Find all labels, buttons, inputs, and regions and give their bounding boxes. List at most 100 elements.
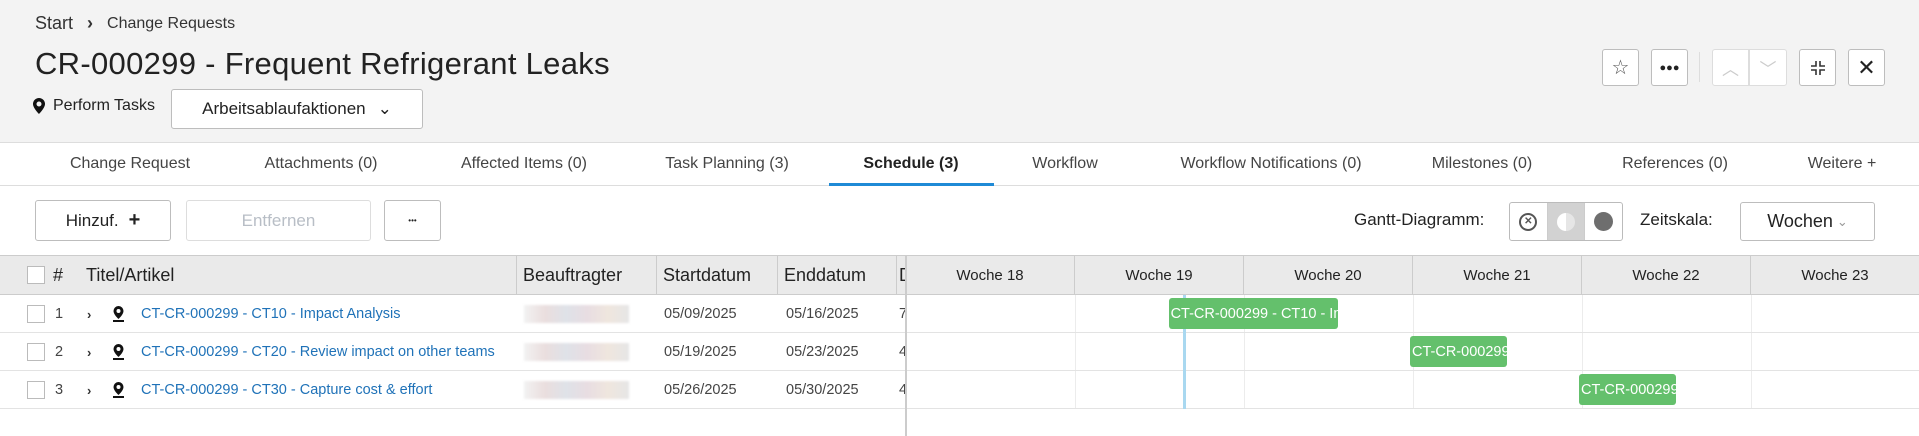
collapse-icon xyxy=(1810,60,1825,75)
week-header: Woche 23 xyxy=(1751,255,1919,295)
grid-more-button[interactable]: ••• xyxy=(384,200,441,241)
tab-references[interactable]: References (0) xyxy=(1622,155,1728,172)
tab-milestones[interactable]: Milestones (0) xyxy=(1431,155,1533,172)
week-gridline xyxy=(1582,295,1583,409)
star-icon: ☆ xyxy=(1611,57,1630,79)
start-date: 05/09/2025 xyxy=(664,306,737,322)
column-header-end[interactable]: Enddatum xyxy=(778,255,897,295)
expand-chevron-icon[interactable]: › xyxy=(87,306,92,322)
active-tab-indicator xyxy=(829,183,994,186)
tab-affected-items[interactable]: Affected Items (0) xyxy=(461,155,587,172)
remove-button[interactable]: Entfernen xyxy=(186,200,371,241)
timescale-label: Zeitskala: xyxy=(1640,210,1713,229)
duration: 4 xyxy=(899,382,906,398)
week-header: Woche 20 xyxy=(1244,255,1413,295)
workflow-state: Perform Tasks xyxy=(33,97,155,115)
assignee-avatar xyxy=(524,343,629,361)
page-title: CR-000299 - Frequent Refrigerant Leaks xyxy=(35,46,610,81)
remove-label: Entfernen xyxy=(241,210,316,230)
tab-workflow-notifications[interactable]: Workflow Notifications (0) xyxy=(1180,155,1362,172)
chevron-up-icon: ︿ xyxy=(1722,60,1739,79)
breadcrumb: Start › Change Requests xyxy=(35,13,235,34)
breadcrumb-current[interactable]: Change Requests xyxy=(107,14,236,32)
start-date: 05/26/2025 xyxy=(664,382,737,398)
today-line xyxy=(1183,295,1186,409)
chevron-down-icon: ﹀ xyxy=(1759,60,1777,79)
filled-circle-icon xyxy=(1594,212,1614,231)
week-gridline xyxy=(1244,295,1245,409)
half-circle-icon xyxy=(1557,212,1575,231)
tab-bar: Change Request Attachments (0) Affected … xyxy=(0,143,1919,186)
table-row[interactable]: 3 › CT-CR-000299 - CT30 - Capture cost &… xyxy=(0,371,1919,409)
task-pin-icon xyxy=(113,371,124,409)
tab-more[interactable]: Weitere + xyxy=(1807,155,1877,172)
task-pin-icon xyxy=(113,295,124,333)
column-header-title[interactable]: Titel/Artikel xyxy=(86,264,175,285)
gantt-split-option[interactable] xyxy=(1547,203,1586,240)
column-header-number: # xyxy=(53,264,64,285)
task-link[interactable]: CT-CR-000299 - CT20 - Review impact on o… xyxy=(141,344,495,360)
gantt-bar[interactable]: CT-CR-000299 - CT10 - Impact Analysis xyxy=(1168,298,1338,329)
week-header: Woche 21 xyxy=(1413,255,1582,295)
column-header-title-group: # Titel/Artikel xyxy=(0,255,517,295)
start-date: 05/19/2025 xyxy=(664,344,737,360)
table-row[interactable]: 2 › CT-CR-000299 - CT20 - Review impact … xyxy=(0,333,1919,371)
breadcrumb-start[interactable]: Start xyxy=(35,13,74,33)
gantt-label: Gantt-Diagramm: xyxy=(1354,210,1485,229)
expand-chevron-icon[interactable]: › xyxy=(87,344,92,360)
tab-schedule[interactable]: Schedule (3) xyxy=(863,155,959,172)
row-number: 1 xyxy=(55,306,64,322)
collapse-button[interactable] xyxy=(1799,49,1836,86)
more-icon: ••• xyxy=(408,216,417,225)
tab-change-request[interactable]: Change Request xyxy=(69,155,191,172)
gantt-bar[interactable]: CT-CR-000299 xyxy=(1579,374,1676,405)
close-icon: ✕ xyxy=(1857,54,1876,80)
more-icon: ●●● xyxy=(1659,61,1680,74)
workflow-actions-dropdown[interactable]: Arbeitsablaufaktionen ⌄ xyxy=(171,89,423,129)
gantt-full-option[interactable] xyxy=(1585,203,1622,240)
gantt-bar[interactable]: CT-CR-000299 xyxy=(1410,336,1507,367)
week-header: Woche 18 xyxy=(906,255,1075,295)
duration: 4 xyxy=(899,344,906,360)
workflow-actions-label: Arbeitsablaufaktionen xyxy=(202,99,366,118)
previous-button[interactable]: ︿ xyxy=(1712,49,1749,86)
add-label: Hinzuf. xyxy=(65,210,119,230)
divider xyxy=(1699,52,1700,82)
row-checkbox[interactable] xyxy=(27,381,45,399)
expand-chevron-icon[interactable]: › xyxy=(87,382,92,398)
assignee-avatar xyxy=(524,305,629,323)
chevron-down-icon: ⌄ xyxy=(377,99,392,118)
column-header-start[interactable]: Startdatum xyxy=(657,255,778,295)
gantt-mode-toggle: ✕ xyxy=(1509,202,1623,241)
task-link[interactable]: CT-CR-000299 - CT10 - Impact Analysis xyxy=(141,306,401,322)
splitter-handle[interactable] xyxy=(905,255,907,436)
row-number: 2 xyxy=(55,344,64,360)
circle-x-icon: ✕ xyxy=(1519,212,1538,231)
next-button[interactable]: ﹀ xyxy=(1749,49,1787,86)
plus-icon: + xyxy=(128,209,141,231)
select-all-checkbox[interactable] xyxy=(27,266,45,284)
task-link[interactable]: CT-CR-000299 - CT30 - Capture cost & eff… xyxy=(141,382,433,398)
location-pin-icon xyxy=(33,98,45,114)
assignee-avatar xyxy=(524,381,629,399)
end-date: 05/23/2025 xyxy=(786,344,859,360)
row-checkbox[interactable] xyxy=(27,305,45,323)
row-checkbox[interactable] xyxy=(27,343,45,361)
timescale-dropdown[interactable]: Wochen ⌄ xyxy=(1740,202,1875,241)
table-row[interactable]: 1 › CT-CR-000299 - CT10 - Impact Analysi… xyxy=(0,295,1919,333)
gantt-off-option[interactable]: ✕ xyxy=(1510,203,1548,240)
task-pin-icon xyxy=(113,333,124,371)
week-gridline xyxy=(1751,295,1752,409)
tab-attachments[interactable]: Attachments (0) xyxy=(264,155,378,172)
week-header: Woche 22 xyxy=(1582,255,1751,295)
tab-workflow[interactable]: Workflow xyxy=(1032,155,1098,172)
column-header-assignee[interactable]: Beauftragter xyxy=(517,255,657,295)
breadcrumb-separator-icon: › xyxy=(87,13,94,33)
chevron-down-icon: ⌄ xyxy=(1836,213,1848,229)
more-actions-button[interactable]: ●●● xyxy=(1651,49,1688,86)
tab-task-planning[interactable]: Task Planning (3) xyxy=(665,155,789,172)
week-header: Woche 19 xyxy=(1075,255,1244,295)
favorite-button[interactable]: ☆ xyxy=(1602,49,1639,86)
close-button[interactable]: ✕ xyxy=(1848,49,1885,86)
add-button[interactable]: Hinzuf. + xyxy=(35,200,171,241)
